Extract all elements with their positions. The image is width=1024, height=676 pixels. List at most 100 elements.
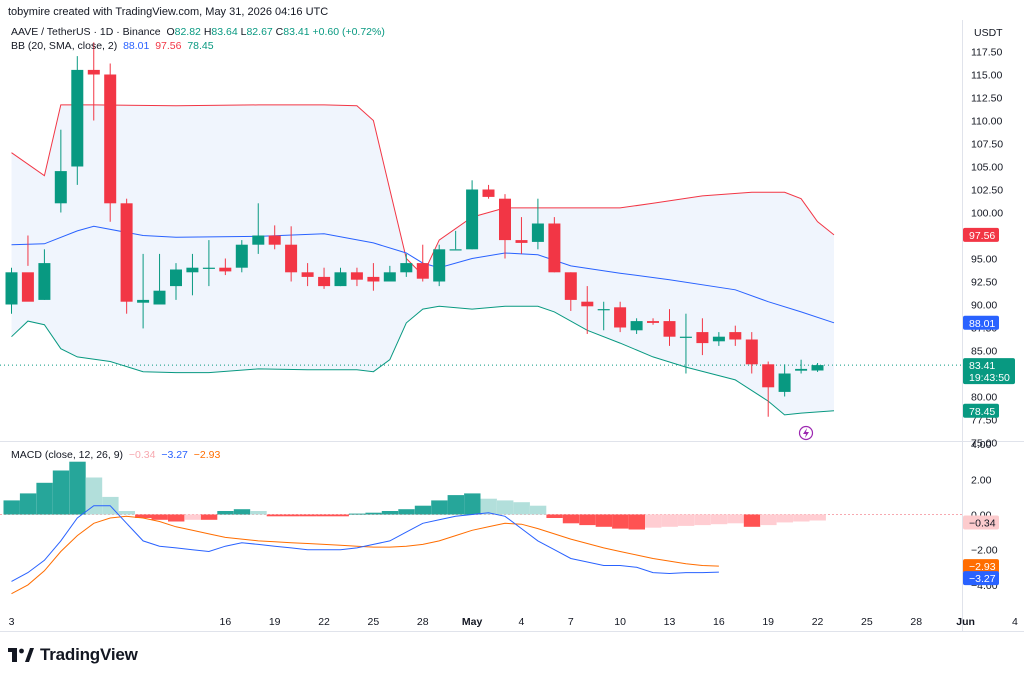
- macd-hist-bar: [793, 514, 810, 522]
- price-tick-label: 100.00: [971, 208, 1003, 220]
- price-tick-label: 95.00: [971, 254, 997, 266]
- bb-basis-line: [11, 225, 835, 324]
- macd-hist-bar: [595, 514, 613, 527]
- price-tick-label: 117.50: [971, 47, 1002, 59]
- time-tick-label: 3: [9, 616, 15, 628]
- candle-body: [104, 74, 117, 204]
- candle: [268, 225, 281, 250]
- candle: [104, 63, 117, 222]
- bb-label: BB (20, SMA, close, 2): [11, 40, 118, 52]
- candle: [696, 318, 709, 356]
- macd-hist-bar: [348, 513, 366, 515]
- macd-hist-bar: [200, 514, 218, 520]
- price-tag-text: 83.41: [969, 360, 995, 372]
- bb-lower-tag-text: 78.45: [969, 406, 995, 418]
- macd-hist-bar: [431, 500, 448, 515]
- macd-hist-bar: [809, 514, 826, 521]
- macd-hist-bar: [776, 514, 793, 523]
- candle-body: [712, 336, 725, 342]
- macd-pane: [0, 461, 962, 595]
- candle: [548, 217, 561, 273]
- macd-hist-value: −0.34: [128, 449, 156, 461]
- candle-body: [482, 189, 495, 197]
- candle-body: [153, 290, 166, 305]
- candle: [416, 244, 429, 282]
- candle-body: [531, 223, 544, 242]
- macd-hist-bar: [529, 505, 547, 515]
- candle-body: [367, 276, 380, 282]
- candle-body: [745, 339, 758, 365]
- candle: [87, 42, 100, 121]
- candle: [21, 235, 34, 302]
- lightning-icon[interactable]: [798, 425, 814, 441]
- candle-body: [87, 69, 100, 75]
- candle: [120, 198, 133, 314]
- candle-body: [38, 263, 51, 300]
- candle: [71, 56, 84, 185]
- symbol-legend: AAVE / TetherUS · 1D · Binance O82.82 H8…: [11, 26, 385, 38]
- ohlc-low: 82.67: [246, 26, 273, 38]
- macd-hist-bar: [168, 514, 185, 522]
- candle: [235, 240, 248, 273]
- bb-upper-tag-bg: [963, 227, 999, 242]
- price-tick-label: 107.50: [971, 139, 1003, 151]
- candle-body: [235, 244, 248, 268]
- symbol-label[interactable]: AAVE / TetherUS · 1D · Binance: [11, 26, 161, 38]
- candle-body: [581, 301, 594, 307]
- candle: [301, 263, 314, 287]
- candle: [449, 230, 462, 251]
- candle-body: [416, 263, 429, 279]
- time-tick-label: 4: [519, 616, 525, 628]
- candle: [647, 318, 659, 325]
- macd-hist-bar: [562, 514, 580, 524]
- bb-lower-tag: 78.45: [963, 403, 999, 418]
- bb-lower-value: 78.45: [187, 40, 214, 52]
- bb-fill: [11, 104, 834, 415]
- macd-hist-tag-bg: [963, 515, 999, 530]
- macd-hist-bar: [497, 500, 514, 515]
- macd-hist-tag-text: −0.34: [969, 517, 996, 529]
- candle: [383, 265, 396, 282]
- candle: [663, 309, 676, 346]
- bb-upper-tag-text: 97.56: [969, 230, 995, 242]
- candle: [466, 180, 479, 250]
- candle: [252, 203, 265, 254]
- candle-body: [186, 267, 199, 273]
- candle-body: [54, 171, 67, 204]
- candle-body: [778, 373, 791, 392]
- candle-body: [630, 321, 643, 331]
- candle-body: [729, 332, 742, 340]
- bb-legend[interactable]: BB (20, SMA, close, 2) 88.01 97.56 78.45: [11, 40, 214, 52]
- price-countdown-text: 19:43:50: [969, 372, 1010, 384]
- macd-line-tag-text: −3.27: [969, 573, 996, 585]
- candle: [729, 325, 742, 346]
- macd-macd-line: [11, 505, 719, 582]
- candle-body: [679, 336, 692, 338]
- candle-body: [548, 223, 561, 273]
- candle-body: [762, 364, 775, 388]
- candle-body: [515, 240, 528, 243]
- tradingview-logo[interactable]: TradingView: [8, 645, 138, 665]
- candles: [5, 42, 824, 417]
- macd-hist-bar: [645, 514, 662, 528]
- macd-legend[interactable]: MACD (close, 12, 26, 9) −0.34 −3.27 −2.9…: [11, 449, 220, 461]
- price-tick-label: 85.00: [971, 346, 997, 358]
- ohlc-high: 83.64: [211, 26, 238, 38]
- bb-basis-tag-bg: [963, 315, 999, 330]
- candle-body: [433, 249, 446, 282]
- bb-upper-line: [11, 104, 835, 276]
- candle-body: [663, 321, 676, 337]
- tradingview-logo-text: TradingView: [40, 645, 138, 664]
- candle: [762, 361, 775, 417]
- candle: [137, 253, 150, 329]
- candle: [186, 253, 199, 296]
- candle: [219, 258, 232, 276]
- candle-body: [696, 332, 709, 344]
- time-tick-label: May: [462, 616, 483, 628]
- macd-hist-bar: [3, 500, 20, 515]
- macd-hist-bar: [661, 514, 678, 527]
- candle: [170, 263, 182, 300]
- macd-hist-bar: [299, 514, 316, 517]
- macd-hist-bar: [694, 514, 711, 526]
- candle-body: [400, 263, 413, 273]
